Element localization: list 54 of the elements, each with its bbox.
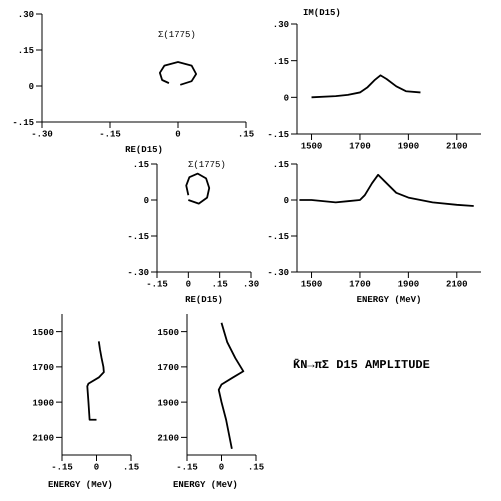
y-tick-label: 1700	[157, 363, 179, 374]
x-tick-label: 2100	[446, 141, 468, 152]
line-series	[185, 172, 210, 204]
line-series	[310, 74, 422, 98]
y-tick-label: .15	[132, 160, 149, 170]
y-tick-label: 0	[144, 196, 149, 206]
y-tick-label: 1700	[32, 363, 54, 374]
y-tick-label: -.15	[127, 232, 149, 242]
x-tick-label: .15	[238, 129, 254, 140]
y-tick-label: 0	[284, 94, 289, 104]
x-tick-label: .15	[212, 279, 228, 290]
x-tick-label: 0	[218, 462, 224, 472]
x-tick-label: 1500	[300, 141, 322, 152]
annotation: Σ(1775)	[158, 30, 196, 40]
y-tick-label: .15	[272, 56, 289, 67]
y-tick-label: 1900	[157, 398, 179, 408]
x-tick-label: 1700	[349, 279, 371, 290]
x-tick-label: -.15	[146, 279, 168, 290]
x-tick-label: .15	[248, 462, 264, 472]
y-tick-label: .15	[272, 160, 289, 170]
y-tick-label: 2100	[157, 434, 179, 444]
x-tick-label: .30	[242, 279, 260, 290]
y-tick-label: -.30	[267, 268, 289, 278]
y-tick-label: -.15	[12, 118, 34, 128]
y-tick-label: .30	[272, 20, 289, 30]
line-series	[158, 61, 198, 86]
annotation: Σ(1775)	[188, 160, 226, 170]
y-tick-label: 1500	[32, 328, 54, 338]
y-axis-title: IM(D15)	[303, 8, 341, 18]
y-tick-label: -.30	[127, 268, 149, 278]
x-tick-label: -.15	[176, 462, 198, 472]
x-tick-label: 0	[186, 279, 192, 290]
y-tick-label: .30	[18, 10, 34, 20]
y-tick-label: 1900	[32, 398, 54, 408]
y-tick-label: 2100	[32, 434, 54, 444]
x-tick-label: 1700	[349, 141, 371, 152]
text: K̄N→πΣ D15 AMPLITUDE	[293, 358, 431, 372]
x-tick-label: 1500	[300, 279, 322, 290]
x-axis-title: ENERGY (MeV)	[356, 295, 422, 305]
x-tick-label: 1900	[398, 279, 420, 290]
y-tick-label: 1500	[157, 328, 179, 338]
text: ENERGY (MeV)	[48, 480, 113, 490]
y-tick-label: 0	[284, 196, 289, 206]
x-axis-title: RE(D15)	[125, 145, 163, 155]
y-tick-label: 0	[28, 82, 34, 92]
x-tick-label: 2100	[446, 279, 468, 290]
x-tick-label: 0	[94, 462, 100, 472]
x-tick-label: -.15	[51, 462, 73, 472]
y-tick-label: .15	[18, 46, 34, 56]
x-axis-title: RE(D15)	[185, 295, 223, 305]
x-tick-label: 1900	[398, 141, 420, 152]
x-tick-label: -.15	[99, 129, 121, 140]
text: ENERGY (MeV)	[173, 480, 238, 490]
y-tick-label: -.15	[267, 232, 289, 242]
